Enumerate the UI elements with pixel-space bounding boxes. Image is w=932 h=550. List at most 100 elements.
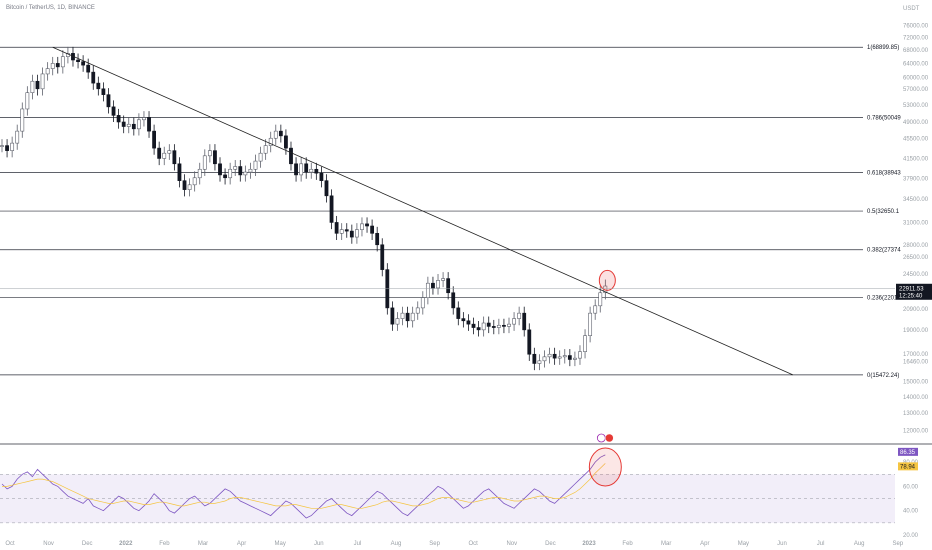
candle-body [542,356,547,362]
candle-body [431,282,435,289]
candle-body [5,145,9,151]
candle-body [304,163,309,173]
candle-body [375,233,380,246]
candle-body [248,168,253,173]
candle-body [0,145,4,147]
candle-body [116,115,121,123]
candle-body [349,230,354,238]
candle-body [10,142,15,151]
candle-body [415,307,420,314]
fib-level-label: 0.618(38943 [867,170,901,176]
candle-body [294,163,298,176]
time-tick-label: Feb [159,541,170,547]
rsi-value-label: 78.94 [900,464,916,470]
candle-body [86,64,91,73]
candle-body [20,108,25,132]
price-tick-label: 45500.00 [903,136,929,142]
price-tick-label: 31000.00 [903,220,929,226]
candle-body [136,119,141,130]
time-tick-label: Dec [82,541,93,547]
price-tick-label: 19000.00 [903,328,929,334]
candle-body [314,168,319,174]
price-axis[interactable]: 76000.00 72000.00 68000.00 64000.00 60000.00… [903,24,929,435]
rsi-value-tag [898,447,918,456]
candle-body [547,353,552,358]
price-tick-label: 49000.00 [903,120,929,126]
candle-body [461,318,466,322]
candle-body [147,117,151,132]
candle-body [588,312,593,336]
time-tick-label: Jun [314,541,324,547]
candle-body [243,171,248,176]
candle-body [152,130,157,149]
fib-level-label: 0.236(22010 [867,296,901,302]
time-axis[interactable]: Oct Nov Dec 2022 Feb Mar Apr May Jun Jul Aug Sep Oct… [5,541,903,547]
rsi-line [1,454,606,519]
candle-body [142,117,146,121]
price-tick-label: 41500.00 [903,156,929,162]
candle-body [253,160,258,170]
fib-level-label: 0.5(32650.1 [867,209,900,215]
countdown-label: 12:25:40 [899,293,923,299]
candle-body [45,68,50,75]
candle-body [446,278,451,294]
time-tick-label: Oct [469,541,479,547]
candle-body [263,145,268,154]
candle-body [552,353,557,359]
time-tick-label: Apr [237,541,246,547]
candle-body [223,174,227,179]
candle-body [55,63,60,68]
candle-body [233,166,238,170]
time-tick-label: Nov [43,541,54,547]
price-tick-label: 14000.00 [903,395,929,401]
candle-body [131,123,136,130]
candle-body [593,305,598,314]
candle-body [405,312,410,322]
candle-body [60,56,65,68]
candle-body [91,71,96,84]
candle-body [481,322,486,331]
price-tick-label: 68000.00 [903,48,929,54]
time-tick-label: Jun [777,541,787,547]
time-tick-label: Mar [198,541,208,547]
price-tick-label: 53000.00 [903,103,929,109]
price-tick-label: 34500.00 [903,197,929,203]
price-tick-label: 37900.00 [903,176,929,182]
candle-body [365,223,369,227]
candle-body [400,312,405,319]
candle-body [35,80,40,90]
candle-body [15,130,20,144]
candle-body [207,150,212,157]
price-tick-label: 12000.00 [903,429,929,435]
candle-body [182,180,187,190]
candle-body [278,130,283,137]
candle-body [557,356,562,359]
time-tick-label: May [738,541,749,547]
candle-body [111,106,116,116]
candle-body [562,355,567,358]
chart-title: Bitcoin / TetherUS, 1D, BINANCE [6,5,95,11]
time-tick-label: Feb [622,541,633,547]
candle-body [172,150,177,165]
candle-body [324,180,329,197]
price-tick-label: 15000.00 [903,380,929,386]
candle-body [157,147,162,159]
event-marker [596,433,606,443]
candle-body [30,80,35,93]
candle-body [598,292,603,307]
candle-body [496,324,501,328]
candle-body [213,150,217,165]
rsi-circle [588,447,622,487]
fib-level-label: 0.786(50049 [867,115,901,121]
price-tick-label: 28000.00 [903,243,929,249]
trendline [52,46,794,376]
last-price-tag [896,283,932,300]
time-tick-label: Apr [700,541,709,547]
candle-body [360,223,364,230]
candle-body [126,123,131,127]
price-tick-label: 24500.00 [903,272,929,278]
candle-body [309,168,314,173]
candle-body [218,163,222,176]
